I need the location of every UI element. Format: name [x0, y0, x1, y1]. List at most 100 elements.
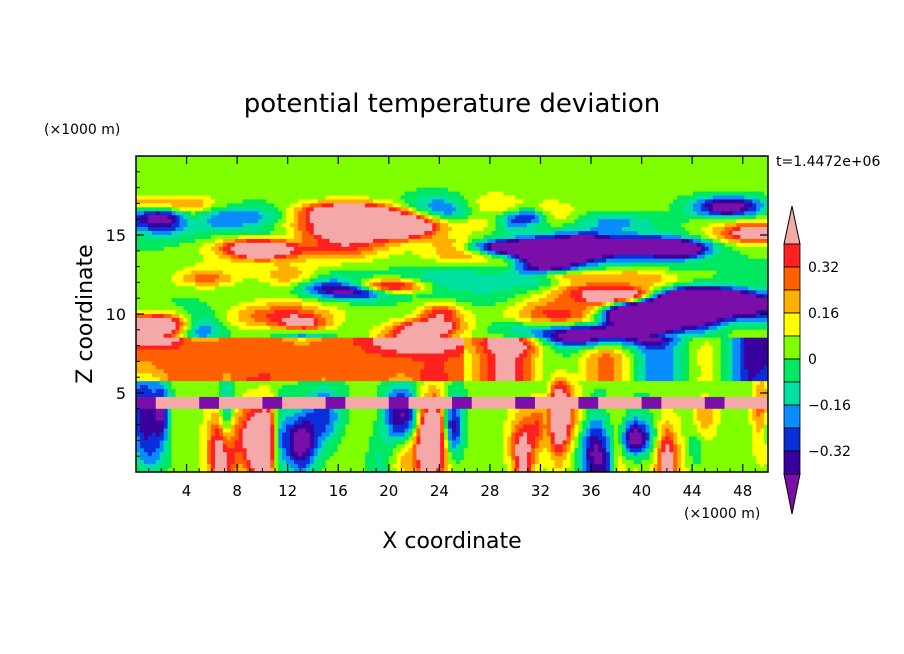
heatmap-cell: [531, 215, 536, 220]
heatmap-cell: [183, 191, 188, 197]
heatmap-cell: [728, 250, 734, 256]
heatmap-cell: [325, 159, 331, 165]
heatmap-cell: [199, 163, 204, 169]
heatmap-cell: [440, 266, 445, 272]
heatmap-cell: [617, 195, 623, 201]
heatmap-cell: [278, 246, 283, 252]
heatmap-cell: [376, 175, 382, 181]
heatmap-cell: [732, 203, 737, 208]
heatmap-cell: [712, 227, 718, 232]
heatmap-cell: [250, 278, 256, 283]
heatmap-cell: [696, 199, 702, 204]
heatmap-cell: [136, 235, 141, 240]
heatmap-cell: [167, 219, 173, 224]
heatmap-cell: [546, 207, 552, 212]
heatmap-cell: [617, 191, 623, 197]
heatmap-cell: [416, 258, 421, 264]
heatmap-cell: [515, 207, 520, 212]
heatmap-cell: [613, 254, 619, 260]
heatmap-cell: [222, 215, 228, 220]
heatmap-cell: [234, 187, 240, 193]
heatmap-cell: [333, 171, 339, 177]
heatmap-cell: [621, 156, 627, 161]
heatmap-cell: [388, 223, 394, 228]
heatmap-cell: [613, 159, 619, 165]
heatmap-cell: [641, 175, 647, 181]
heatmap-cell: [325, 203, 331, 208]
heatmap-cell: [645, 187, 651, 193]
heatmap-cell: [455, 207, 461, 212]
heatmap-cell: [388, 203, 394, 208]
heatmap-cell: [266, 242, 271, 248]
heatmap-cell: [297, 258, 303, 264]
heatmap-cell: [420, 175, 425, 181]
heatmap-cell: [669, 219, 674, 224]
heatmap-cell: [570, 250, 576, 256]
heatmap-cell: [685, 242, 690, 248]
heatmap-cell: [534, 191, 540, 197]
heatmap-cell: [511, 167, 516, 173]
heatmap-cell: [570, 156, 576, 161]
heatmap-cell: [238, 254, 244, 260]
heatmap-cell: [487, 235, 493, 240]
heatmap-cell: [606, 231, 611, 236]
heatmap-cell: [483, 199, 489, 204]
heatmap-cell: [147, 270, 153, 276]
heatmap-cell: [357, 156, 362, 161]
heatmap-cell: [550, 175, 556, 181]
heatmap-cell: [503, 207, 508, 212]
heatmap-cell: [606, 159, 611, 165]
heatmap-cell: [258, 235, 263, 240]
heatmap-cell: [487, 187, 493, 193]
heatmap-cell: [392, 219, 398, 224]
heatmap-cell: [183, 231, 188, 236]
heatmap-cell: [384, 163, 390, 169]
heatmap-cell: [574, 258, 579, 264]
heatmap-cell: [159, 199, 165, 204]
heatmap-cell: [736, 235, 741, 240]
heatmap-cell: [313, 159, 319, 165]
heatmap-cell: [436, 254, 441, 260]
heatmap-cell: [455, 254, 461, 260]
heatmap-cell: [230, 199, 236, 204]
heatmap-cell: [136, 278, 141, 283]
heatmap-cell: [625, 223, 631, 228]
heatmap-cell: [637, 258, 643, 264]
heatmap-cell: [203, 191, 208, 197]
heatmap-cell: [286, 179, 291, 185]
heatmap-cell: [696, 254, 702, 260]
heatmap-cell: [610, 270, 615, 276]
heatmap-cell: [629, 191, 635, 197]
heatmap-cell: [732, 179, 737, 185]
heatmap-cell: [495, 242, 500, 248]
heatmap-cell: [376, 246, 382, 252]
heatmap-cell: [211, 246, 216, 252]
heatmap-cell: [222, 171, 228, 177]
heatmap-cell: [242, 254, 248, 260]
heatmap-cell: [696, 270, 702, 276]
heatmap-cell: [519, 219, 524, 224]
heatmap-cell: [179, 156, 184, 161]
heatmap-cell: [475, 254, 481, 260]
heatmap-cell: [471, 179, 477, 185]
heatmap-cell: [764, 183, 768, 189]
heatmap-cell: [420, 238, 425, 244]
heatmap-cell: [594, 266, 599, 272]
heatmap-cell: [685, 262, 690, 268]
heatmap-cell: [333, 219, 339, 224]
heatmap-cell: [673, 235, 678, 240]
heatmap-cell: [629, 215, 635, 220]
heatmap-cell: [278, 167, 283, 173]
heatmap-cell: [673, 191, 678, 197]
heatmap-cell: [392, 242, 398, 248]
heatmap-cell: [207, 246, 212, 252]
heatmap-cell: [546, 235, 552, 240]
heatmap-cell: [649, 235, 655, 240]
heatmap-cell: [487, 250, 493, 256]
heatmap-cell: [495, 179, 500, 185]
heatmap-cell: [159, 266, 165, 272]
heatmap-cell: [602, 183, 607, 189]
heatmap-cell: [720, 274, 726, 280]
heatmap-cell: [428, 242, 433, 248]
heatmap-cell: [301, 227, 307, 232]
